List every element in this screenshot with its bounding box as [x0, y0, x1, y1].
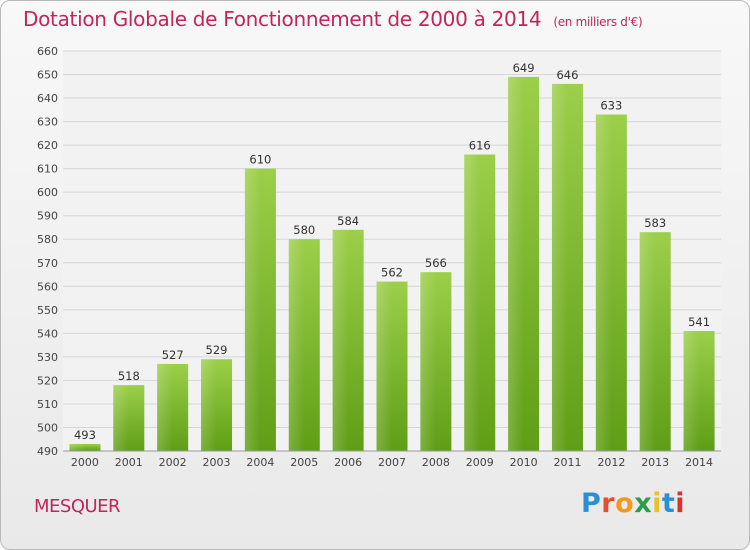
data-label: 646 [556, 68, 578, 82]
x-tick-label: 2007 [378, 456, 406, 469]
y-tick-label: 650 [37, 69, 58, 82]
y-tick-label: 620 [37, 139, 58, 152]
data-label: 580 [293, 223, 315, 237]
data-label: 566 [425, 256, 447, 270]
y-tick-label: 530 [37, 351, 58, 364]
bar-highlight [157, 363, 173, 451]
bar-highlight [201, 359, 217, 451]
data-label: 649 [513, 61, 535, 75]
title-text: Dotation Globale de Fonctionnement de 20… [23, 7, 542, 31]
logo-letter: x [634, 488, 653, 519]
logo-letter: t [661, 488, 676, 519]
bar-highlight [332, 229, 349, 451]
x-tick-label: 2001 [115, 456, 143, 469]
data-label: 527 [162, 348, 184, 362]
data-label: 518 [118, 369, 140, 383]
bar-highlight [551, 83, 568, 452]
data-label: 493 [74, 428, 96, 442]
y-tick-label: 580 [37, 233, 58, 246]
x-tick-label: 2002 [159, 456, 187, 469]
bar-highlight [595, 114, 612, 451]
x-tick-label: 2003 [203, 456, 231, 469]
y-tick-label: 500 [37, 421, 58, 434]
x-tick-label: 2014 [685, 456, 713, 469]
data-label: 529 [206, 343, 228, 357]
bar-highlight [683, 331, 700, 451]
bar-highlight [464, 154, 480, 451]
data-label: 584 [337, 214, 359, 228]
y-tick-label: 510 [37, 398, 58, 411]
bar-highlight [639, 232, 656, 451]
proxiti-logo[interactable]: Proxiti [581, 488, 685, 519]
logo-letter: i [652, 488, 662, 519]
y-tick-label: 660 [37, 45, 58, 58]
bar-highlight [376, 281, 392, 451]
y-tick-label: 640 [37, 92, 58, 105]
bar-highlight [69, 443, 85, 451]
bar-highlight [420, 272, 436, 451]
data-label: 610 [249, 153, 271, 167]
logo-letter: r [601, 488, 616, 519]
x-tick-label: 2006 [334, 456, 362, 469]
logo-letter: o [615, 488, 635, 519]
bar-highlight [113, 385, 129, 451]
data-label: 633 [600, 99, 622, 113]
commune-name: MESQUER [34, 496, 121, 517]
y-tick-label: 610 [37, 163, 58, 176]
x-tick-label: 2005 [290, 456, 318, 469]
data-label: 616 [469, 139, 491, 153]
x-tick-label: 2010 [510, 456, 538, 469]
data-label: 583 [644, 216, 666, 230]
y-tick-label: 540 [37, 327, 58, 340]
x-tick-label: 2000 [71, 456, 99, 469]
y-tick-label: 490 [37, 445, 58, 458]
x-tick-label: 2011 [553, 456, 581, 469]
x-tick-label: 2008 [422, 456, 450, 469]
chart-title: Dotation Globale de Fonctionnement de 20… [23, 7, 643, 31]
bar-highlight [244, 168, 261, 451]
y-tick-label: 590 [37, 210, 58, 223]
x-tick-label: 2012 [597, 456, 625, 469]
bar-highlight [288, 239, 305, 451]
y-tick-label: 570 [37, 257, 58, 270]
y-tick-label: 630 [37, 116, 58, 129]
data-label: 541 [688, 315, 710, 329]
y-tick-label: 600 [37, 186, 58, 199]
logo-letter: i [675, 488, 686, 519]
data-label: 562 [381, 266, 403, 280]
bar-highlight [508, 76, 524, 451]
y-tick-label: 550 [37, 304, 58, 317]
y-tick-label: 520 [37, 374, 58, 387]
chart-subtitle: (en milliers d'€) [553, 15, 643, 29]
x-tick-label: 2009 [466, 456, 494, 469]
y-tick-label: 560 [37, 280, 58, 293]
logo-letter: P [581, 488, 602, 519]
x-tick-label: 2004 [246, 456, 274, 469]
x-tick-label: 2013 [641, 456, 669, 469]
